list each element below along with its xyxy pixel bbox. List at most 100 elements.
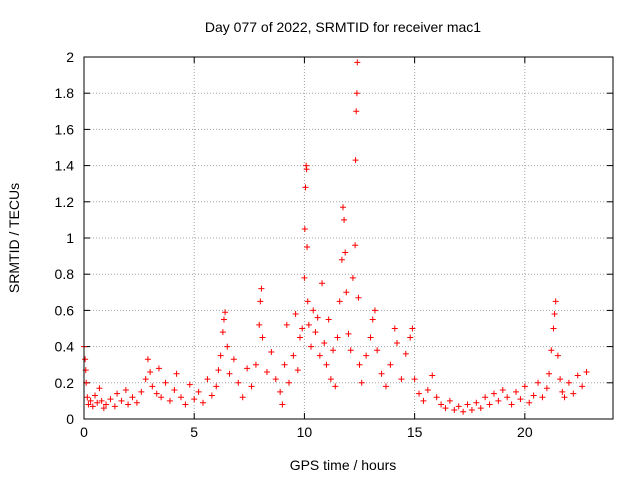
data-point <box>554 352 561 359</box>
data-point <box>570 390 577 397</box>
data-point <box>490 390 497 397</box>
data-point <box>513 388 520 395</box>
y-tick-label: 0.4 <box>55 339 75 355</box>
data-point <box>548 347 555 354</box>
data-point <box>424 387 431 394</box>
data-point <box>96 385 103 392</box>
data-point <box>166 397 173 404</box>
data-point <box>129 394 136 401</box>
data-point <box>149 383 156 390</box>
y-tick-label: 0.6 <box>55 302 75 318</box>
y-tick-labels: 0 0.2 0.4 0.6 0.8 1 1.2 1.4 1.6 1.8 2 <box>55 49 75 427</box>
data-point <box>319 280 326 287</box>
y-tick-label: 1 <box>66 230 74 246</box>
x-tick-label: 15 <box>407 424 423 440</box>
data-point <box>574 372 581 379</box>
data-point <box>248 383 255 390</box>
data-point <box>411 376 418 383</box>
data-point <box>382 383 389 390</box>
data-point <box>363 352 370 359</box>
data-point <box>94 399 101 406</box>
data-point <box>204 376 211 383</box>
data-point <box>252 361 259 368</box>
data-points <box>81 59 590 415</box>
y-tick-label: 1.2 <box>55 194 75 210</box>
data-point <box>125 401 132 408</box>
data-point <box>530 392 537 399</box>
data-point <box>521 383 528 390</box>
data-point <box>451 406 458 413</box>
data-point <box>352 242 359 249</box>
data-point <box>583 368 590 375</box>
data-point <box>224 343 231 350</box>
data-point <box>103 401 110 408</box>
y-tick-label: 0 <box>66 411 74 427</box>
x-tick-labels: 0 5 10 15 20 <box>80 424 533 440</box>
data-point <box>239 394 246 401</box>
plot-frame <box>83 56 614 420</box>
data-point <box>429 372 436 379</box>
data-point <box>323 361 330 368</box>
data-point <box>314 314 321 321</box>
data-point <box>367 334 374 341</box>
data-point <box>292 311 299 318</box>
data-point <box>195 388 202 395</box>
data-point <box>230 356 237 363</box>
data-point <box>409 325 416 332</box>
data-point <box>308 343 315 350</box>
data-point <box>339 204 346 211</box>
data-point <box>220 316 227 323</box>
x-tick-label: 0 <box>80 424 88 440</box>
data-point <box>546 370 553 377</box>
data-point <box>517 396 524 403</box>
data-point <box>256 321 263 328</box>
y-tick-label: 2 <box>66 49 74 65</box>
data-point <box>356 361 363 368</box>
data-point <box>304 298 311 305</box>
data-point <box>442 405 449 412</box>
data-point <box>557 376 564 383</box>
data-point <box>142 376 149 383</box>
data-point <box>305 321 312 328</box>
data-point <box>508 401 515 408</box>
data-point <box>177 394 184 401</box>
data-point <box>321 339 328 346</box>
x-tick-label: 20 <box>517 424 533 440</box>
data-point <box>455 403 462 410</box>
data-point <box>552 298 559 305</box>
data-point <box>304 244 311 251</box>
data-point <box>464 401 471 408</box>
data-point <box>222 309 229 316</box>
data-point <box>208 392 215 399</box>
x-tick-label: 10 <box>297 424 313 440</box>
data-point <box>334 334 341 341</box>
data-point <box>302 184 309 191</box>
data-point <box>477 405 484 412</box>
data-point <box>82 356 89 363</box>
data-point <box>147 368 154 375</box>
data-point <box>354 59 361 66</box>
data-point <box>281 361 288 368</box>
data-point <box>374 347 381 354</box>
data-point <box>301 274 308 281</box>
data-point <box>347 347 354 354</box>
data-point <box>349 274 356 281</box>
data-point <box>398 376 405 383</box>
data-point <box>290 352 297 359</box>
data-point <box>325 316 332 323</box>
data-point <box>84 394 91 401</box>
data-point <box>332 383 339 390</box>
data-point <box>352 157 359 164</box>
data-point <box>468 406 475 413</box>
data-point <box>217 352 224 359</box>
data-point <box>257 298 264 305</box>
data-point <box>215 367 222 374</box>
data-point <box>182 401 189 408</box>
data-point <box>213 383 220 390</box>
data-point <box>565 379 572 386</box>
data-point <box>526 399 533 406</box>
data-point <box>460 408 467 415</box>
data-point <box>114 390 121 397</box>
data-point <box>438 401 445 408</box>
data-point <box>297 334 304 341</box>
